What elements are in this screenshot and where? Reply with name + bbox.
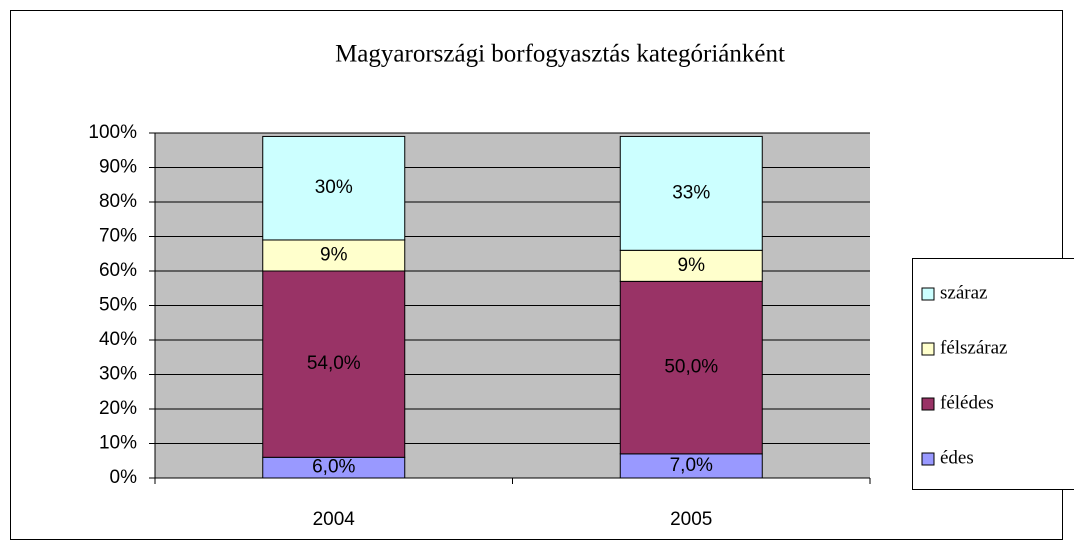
y-tick-label: 70% [99, 226, 137, 247]
data-label: 33% [672, 182, 710, 203]
legend-label: félszáraz [940, 337, 1008, 358]
bar-segment [262, 135, 406, 241]
data-label: 9% [320, 244, 348, 265]
bar-segment [619, 453, 763, 479]
y-tick-label: 30% [99, 364, 137, 385]
legend-swatch [921, 452, 935, 466]
x-tick-label: 2004 [313, 509, 356, 530]
y-tick-label: 10% [99, 433, 137, 454]
y-tick-label: 20% [99, 398, 137, 419]
y-tick-label: 50% [99, 295, 137, 316]
legend-label: édes [940, 447, 974, 468]
data-label: 30% [315, 177, 353, 198]
data-label: 50,0% [664, 357, 718, 378]
y-tick-label: 90% [99, 157, 137, 178]
y-tick-label: 100% [88, 122, 137, 143]
legend [912, 258, 1074, 490]
legend-swatch [921, 287, 935, 301]
data-label: 7,0% [670, 455, 713, 476]
bar-segment [619, 249, 763, 282]
bar-segment [262, 270, 406, 458]
y-tick-label: 40% [99, 329, 137, 350]
y-tick-label: 0% [110, 467, 138, 488]
bar-segment [262, 239, 406, 272]
legend-swatch [921, 342, 935, 356]
y-tick-label: 60% [99, 260, 137, 281]
legend-label: félédes [940, 392, 994, 413]
y-tick-label: 80% [99, 191, 137, 212]
legend-label: száraz [940, 282, 987, 303]
x-tick-label: 2005 [670, 509, 712, 530]
bar-segment [619, 280, 763, 455]
data-label: 9% [678, 255, 706, 276]
data-label: 6,0% [312, 457, 355, 478]
data-label: 54,0% [307, 353, 361, 374]
bar-segment [619, 135, 763, 251]
legend-swatch [921, 397, 935, 411]
chart-title: Magyarországi borfogyasztás kategóriánké… [335, 41, 785, 68]
